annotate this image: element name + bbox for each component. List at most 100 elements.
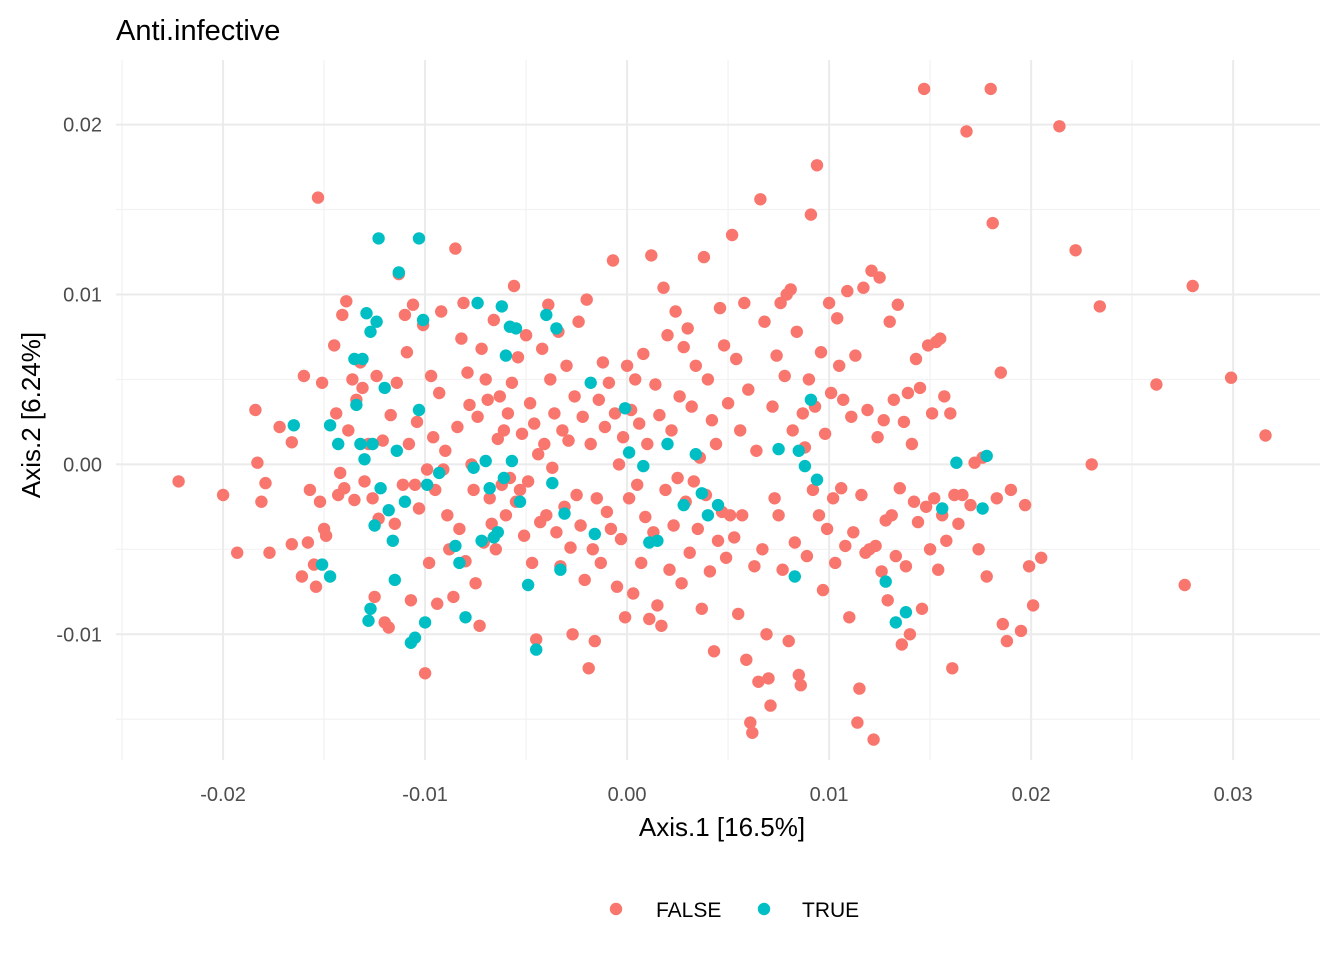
point-false <box>833 360 845 372</box>
point-false <box>995 366 1007 378</box>
point-false <box>435 305 447 317</box>
point-false <box>581 293 593 305</box>
point-false <box>473 620 485 632</box>
point-true <box>459 611 471 623</box>
point-true <box>413 232 425 244</box>
point-false <box>469 577 481 589</box>
point-false <box>732 608 744 620</box>
point-false <box>813 509 825 521</box>
point-false <box>595 557 607 569</box>
point-true <box>900 606 912 618</box>
point-false <box>686 400 698 412</box>
point-false <box>623 492 635 504</box>
point-false <box>972 543 984 555</box>
point-false <box>825 387 837 399</box>
point-false <box>783 635 795 647</box>
point-false <box>892 299 904 311</box>
point-false <box>217 489 229 501</box>
point-false <box>952 518 964 530</box>
x-tick-label: 0.00 <box>608 784 647 806</box>
legend-label-true: TRUE <box>802 899 859 922</box>
point-false <box>617 431 629 443</box>
point-true <box>522 579 534 591</box>
point-false <box>696 603 708 615</box>
point-false <box>310 581 322 593</box>
point-false <box>399 309 411 321</box>
point-true <box>793 445 805 457</box>
point-false <box>389 518 401 530</box>
point-false <box>568 390 580 402</box>
point-false <box>845 411 857 423</box>
point-false <box>366 492 378 504</box>
point-false <box>902 387 914 399</box>
point-false <box>526 557 538 569</box>
point-false <box>785 283 797 295</box>
point-false <box>536 343 548 355</box>
point-false <box>675 577 687 589</box>
point-false <box>316 377 328 389</box>
point-false <box>607 254 619 266</box>
point-false <box>657 282 669 294</box>
point-true <box>324 570 336 582</box>
point-false <box>342 424 354 436</box>
point-false <box>488 314 500 326</box>
legend-label-false: FALSE <box>656 899 721 922</box>
point-false <box>981 570 993 582</box>
point-false <box>904 628 916 640</box>
point-false <box>348 494 360 506</box>
point-false <box>330 407 342 419</box>
point-true <box>421 479 433 491</box>
point-false <box>475 343 487 355</box>
point-false <box>720 552 732 564</box>
point-false <box>409 479 421 491</box>
point-false <box>661 329 673 341</box>
point-false <box>758 316 770 328</box>
point-false <box>286 538 298 550</box>
point-false <box>938 390 950 402</box>
point-false <box>615 533 627 545</box>
point-true <box>585 377 597 389</box>
point-false <box>1001 635 1013 647</box>
point-true <box>480 455 492 467</box>
point-false <box>385 409 397 421</box>
point-false <box>718 339 730 351</box>
point-false <box>358 475 370 487</box>
point-true <box>799 460 811 472</box>
point-false <box>797 407 809 419</box>
point-false <box>1069 244 1081 256</box>
legend-key-true <box>758 903 770 915</box>
point-false <box>841 285 853 297</box>
point-false <box>1259 429 1271 441</box>
point-false <box>748 560 760 572</box>
point-false <box>463 399 475 411</box>
point-false <box>451 421 463 433</box>
point-false <box>740 654 752 666</box>
point-false <box>613 458 625 470</box>
point-false <box>916 603 928 615</box>
point-false <box>708 645 720 657</box>
point-false <box>1179 579 1191 591</box>
point-false <box>956 489 968 501</box>
point-false <box>690 360 702 372</box>
point-false <box>506 377 518 389</box>
point-false <box>873 271 885 283</box>
point-true <box>391 445 403 457</box>
point-false <box>508 280 520 292</box>
point-false <box>635 557 647 569</box>
point-false <box>673 390 685 402</box>
point-false <box>682 322 694 334</box>
point-false <box>627 587 639 599</box>
point-false <box>853 682 865 694</box>
point-false <box>884 316 896 328</box>
point-false <box>512 351 524 363</box>
point-false <box>1019 499 1031 511</box>
point-true <box>890 616 902 628</box>
point-true <box>661 438 673 450</box>
point-true <box>374 482 386 494</box>
point-false <box>669 305 681 317</box>
point-false <box>611 581 623 593</box>
point-true <box>467 462 479 474</box>
point-false <box>643 613 655 625</box>
point-false <box>589 635 601 647</box>
